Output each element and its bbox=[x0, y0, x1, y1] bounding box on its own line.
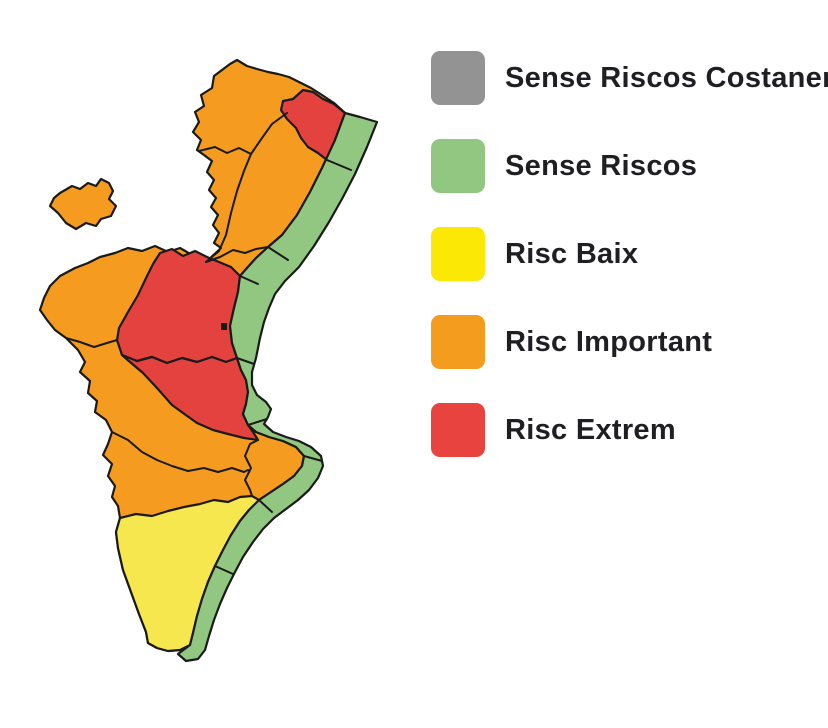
zone-coastal-strip[interactable] bbox=[176, 111, 379, 663]
legend-swatch-risc-baix bbox=[431, 227, 485, 281]
border-costera bbox=[111, 431, 249, 473]
legend-item-risc-important: Risc Important bbox=[431, 315, 828, 369]
zone-ademuz-exclave[interactable] bbox=[48, 177, 118, 231]
strip-divider-7 bbox=[258, 499, 273, 513]
legend: Sense Riscos Costaners Sense Riscos Risc… bbox=[431, 51, 828, 457]
legend-item-risc-baix: Risc Baix bbox=[431, 227, 828, 281]
border-marina bbox=[244, 439, 259, 497]
legend-label-sense-riscos: Sense Riscos bbox=[505, 149, 698, 182]
port-marker bbox=[221, 323, 227, 330]
legend-swatch-sense-riscos-costa bbox=[431, 51, 485, 105]
legend-label-risc-baix: Risc Baix bbox=[505, 237, 639, 270]
border-els-ports bbox=[198, 146, 252, 155]
strip-divider-8 bbox=[214, 565, 234, 575]
legend-swatch-risc-important bbox=[431, 315, 485, 369]
legend-swatch-sense-riscos bbox=[431, 139, 485, 193]
strip-divider-5 bbox=[247, 418, 268, 426]
strip-divider-3 bbox=[239, 275, 259, 285]
map-layers bbox=[38, 58, 379, 663]
comarca-borders bbox=[65, 112, 352, 575]
legend-swatch-risc-extrem bbox=[431, 403, 485, 457]
legend-label-risc-important: Risc Important bbox=[505, 325, 713, 358]
strip-divider-2 bbox=[267, 246, 289, 261]
zone-south[interactable] bbox=[114, 494, 261, 653]
legend-item-sense-riscos: Sense Riscos bbox=[431, 139, 828, 193]
border-serrans bbox=[65, 337, 118, 348]
strip-divider-6 bbox=[303, 455, 323, 462]
legend-label-risc-extrem: Risc Extrem bbox=[505, 413, 676, 446]
legend-item-risc-extrem: Risc Extrem bbox=[431, 403, 828, 457]
strip-divider-4 bbox=[236, 357, 255, 365]
border-morvedre bbox=[205, 246, 269, 263]
legend-label-sense-riscos-costa: Sense Riscos Costaners bbox=[505, 61, 828, 94]
legend-item-sense-riscos-costa: Sense Riscos Costaners bbox=[431, 51, 828, 105]
border-castello-coastal bbox=[205, 112, 288, 263]
strip-divider-1 bbox=[326, 159, 352, 171]
